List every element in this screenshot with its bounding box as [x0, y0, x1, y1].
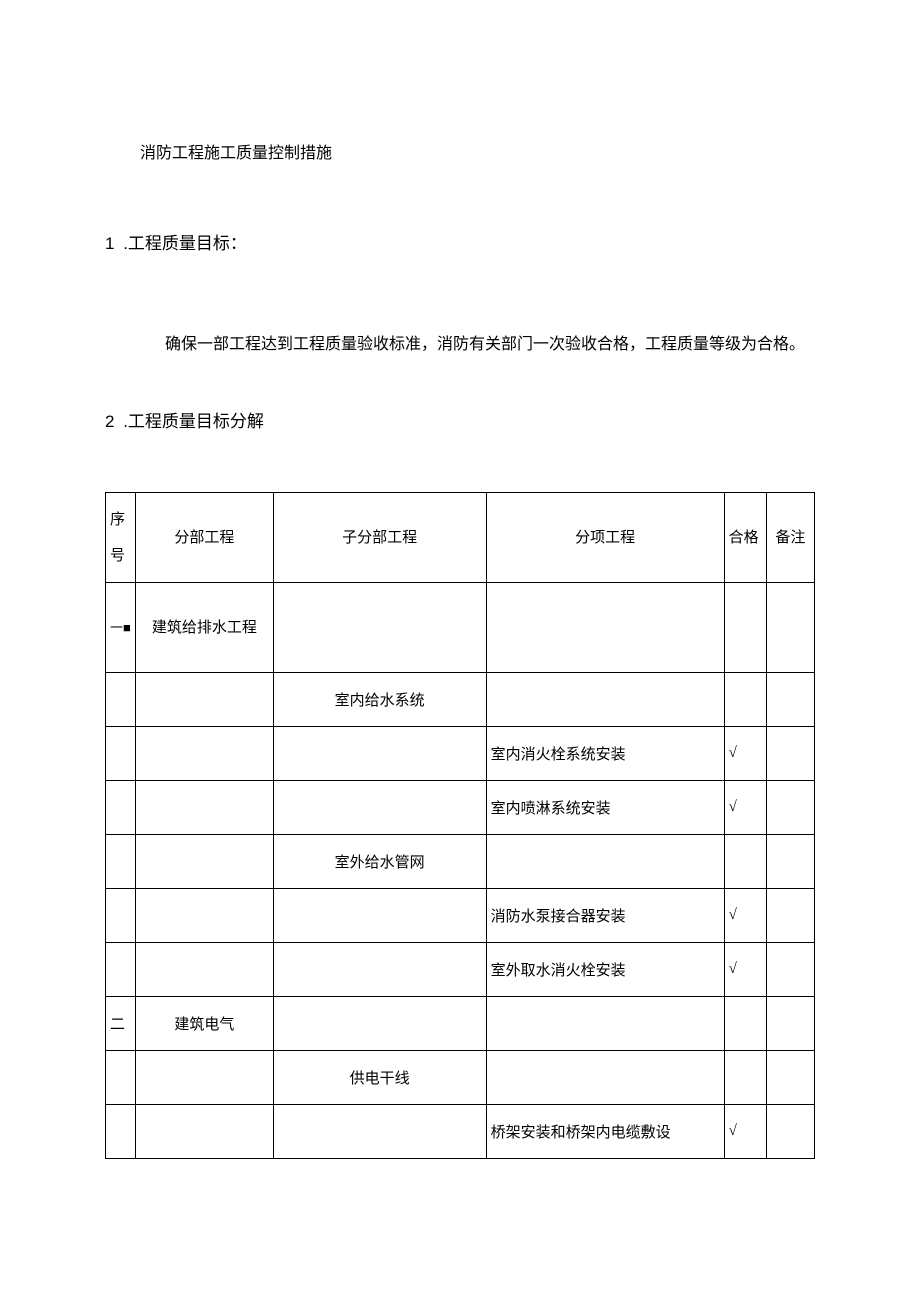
cell-pass	[724, 583, 766, 673]
cell-index	[106, 943, 136, 997]
header-col-pass: 合格	[724, 493, 766, 583]
cell-subdivision: 室内给水系统	[273, 673, 486, 727]
cell-subdivision	[273, 781, 486, 835]
cell-pass: √	[724, 1105, 766, 1159]
cell-pass	[724, 997, 766, 1051]
cell-index	[106, 781, 136, 835]
cell-remark	[766, 1051, 814, 1105]
table-row: 室内消火栓系统安装 √	[106, 727, 815, 781]
cell-subdivision	[273, 997, 486, 1051]
quality-target-table: 序号 分部工程 子分部工程 分项工程 合格 备注 一■ 建筑给排水工程 室内给水…	[105, 492, 815, 1159]
cell-index	[106, 1051, 136, 1105]
cell-remark	[766, 583, 814, 673]
cell-pass: √	[724, 727, 766, 781]
cell-subdivision: 供电干线	[273, 1051, 486, 1105]
table-row: 室内喷淋系统安装 √	[106, 781, 815, 835]
cell-pass	[724, 835, 766, 889]
section-2-number: 2	[105, 412, 114, 431]
section-1-number: 1	[105, 234, 114, 253]
cell-division: 建筑电气	[136, 997, 274, 1051]
cell-subdivision	[273, 1105, 486, 1159]
table-row: 一■ 建筑给排水工程	[106, 583, 815, 673]
header-col-item: 分项工程	[486, 493, 724, 583]
cell-division	[136, 943, 274, 997]
table-row: 供电干线	[106, 1051, 815, 1105]
header-col-division: 分部工程	[136, 493, 274, 583]
cell-division	[136, 673, 274, 727]
cell-subdivision	[273, 943, 486, 997]
section-1-body: 确保一部工程达到工程质量验收标准，消防有关部门一次验收合格，工程质量等级为合格。	[105, 314, 815, 376]
section-1-heading: 1 .工程质量目标：	[105, 229, 815, 260]
cell-remark	[766, 889, 814, 943]
cell-division	[136, 889, 274, 943]
cell-index	[106, 889, 136, 943]
cell-remark	[766, 835, 814, 889]
table-row: 消防水泵接合器安装 √	[106, 889, 815, 943]
cell-item: 桥架安装和桥架内电缆敷设	[486, 1105, 724, 1159]
cell-remark	[766, 943, 814, 997]
cell-remark	[766, 727, 814, 781]
table-row: 室外给水管网	[106, 835, 815, 889]
cell-division	[136, 835, 274, 889]
cell-item: 室内消火栓系统安装	[486, 727, 724, 781]
cell-division	[136, 1051, 274, 1105]
section-2-heading-text: .工程质量目标分解	[118, 412, 263, 431]
cell-item: 室内喷淋系统安装	[486, 781, 724, 835]
cell-division	[136, 781, 274, 835]
cell-subdivision: 室外给水管网	[273, 835, 486, 889]
header-col-remark: 备注	[766, 493, 814, 583]
cell-index	[106, 1105, 136, 1159]
cell-remark	[766, 673, 814, 727]
cell-pass: √	[724, 781, 766, 835]
cell-subdivision	[273, 889, 486, 943]
cell-subdivision	[273, 583, 486, 673]
cell-division: 建筑给排水工程	[136, 583, 274, 673]
header-col-index: 序号	[106, 493, 136, 583]
section-1-heading-text: .工程质量目标：	[118, 234, 246, 253]
header-col-subdivision: 子分部工程	[273, 493, 486, 583]
cell-index: 一■	[106, 583, 136, 673]
cell-item	[486, 1051, 724, 1105]
cell-pass	[724, 1051, 766, 1105]
cell-item: 消防水泵接合器安装	[486, 889, 724, 943]
cell-remark	[766, 997, 814, 1051]
cell-index: 二	[106, 997, 136, 1051]
table-header-row: 序号 分部工程 子分部工程 分项工程 合格 备注	[106, 493, 815, 583]
cell-division	[136, 1105, 274, 1159]
table-row: 桥架安装和桥架内电缆敷设 √	[106, 1105, 815, 1159]
cell-pass	[724, 673, 766, 727]
cell-remark	[766, 1105, 814, 1159]
cell-subdivision	[273, 727, 486, 781]
cell-item	[486, 997, 724, 1051]
cell-item	[486, 835, 724, 889]
cell-item: 室外取水消火栓安装	[486, 943, 724, 997]
table-row: 室内给水系统	[106, 673, 815, 727]
cell-remark	[766, 781, 814, 835]
cell-index	[106, 727, 136, 781]
cell-division	[136, 727, 274, 781]
cell-index	[106, 835, 136, 889]
cell-pass: √	[724, 889, 766, 943]
cell-pass: √	[724, 943, 766, 997]
table-row: 室外取水消火栓安装 √	[106, 943, 815, 997]
document-title: 消防工程施工质量控制措施	[140, 140, 815, 169]
cell-item	[486, 583, 724, 673]
section-2-heading: 2 .工程质量目标分解	[105, 407, 815, 438]
table-row: 二 建筑电气	[106, 997, 815, 1051]
cell-item	[486, 673, 724, 727]
cell-index	[106, 673, 136, 727]
